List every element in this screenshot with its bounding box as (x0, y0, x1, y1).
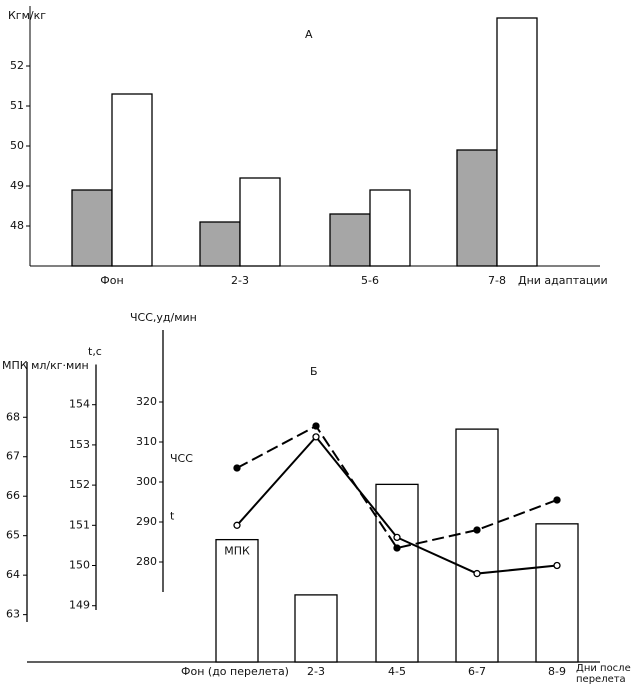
bar (199, 221, 241, 267)
y2-tick-label: 150 (69, 559, 90, 572)
y2-axis-title: t,c (88, 345, 102, 358)
y-tick-label: 65 (6, 529, 20, 542)
y2-tick-label: 153 (69, 438, 90, 451)
panel-label: Б (310, 365, 318, 378)
y-tick-label: 68 (6, 410, 20, 423)
y-tick-label: 52 (10, 59, 24, 72)
y2-tick-label: 151 (69, 518, 90, 531)
bar (496, 17, 538, 267)
series-label: t (170, 509, 175, 522)
marker (393, 533, 401, 542)
x-axis-title: Дни после перелета (576, 663, 631, 685)
y-axis-title: МПК мл/кг·мин (2, 359, 89, 372)
marker (553, 496, 561, 504)
x-tick-label: 4-5 (388, 665, 406, 678)
y-tick-label: 49 (10, 179, 24, 192)
y-tick-label: 67 (6, 450, 20, 463)
x-tick-label: 6-7 (468, 665, 486, 678)
x-tick-label: 8-9 (548, 665, 566, 678)
x-tick-label: Фон (до перелета) (181, 665, 289, 678)
bar (239, 177, 281, 267)
y2-tick-label: 154 (69, 398, 90, 411)
marker (233, 521, 241, 529)
marker (312, 422, 320, 430)
x-tick-label: 2-3 (231, 274, 249, 287)
bar (215, 538, 259, 663)
series-label: ЧСС (170, 452, 193, 465)
x-tick-label: 5-6 (361, 274, 379, 287)
y-tick-label: 66 (6, 489, 20, 502)
y-tick-label: 50 (10, 139, 24, 152)
line (236, 424, 558, 550)
marker (312, 433, 320, 441)
y2-tick-label: 149 (69, 599, 90, 612)
y3-tick-label: 300 (136, 475, 157, 488)
x-tick-label: Фон (100, 274, 123, 287)
bar (71, 189, 113, 267)
bar (456, 149, 498, 267)
bar (455, 428, 499, 663)
bar (369, 189, 411, 267)
marker (393, 544, 401, 552)
series-label: МПК (224, 545, 250, 558)
marker (473, 569, 481, 578)
y3-tick-label: 280 (136, 555, 157, 568)
x-tick-label: 2-3 (307, 665, 325, 678)
bar (375, 483, 419, 663)
bar (329, 213, 371, 267)
bar (294, 594, 338, 663)
marker (473, 526, 481, 534)
y2-tick-label: 152 (69, 478, 90, 491)
y-tick-label: 64 (6, 568, 20, 581)
y-tick-label: 63 (6, 608, 20, 621)
panel-label: А (305, 28, 313, 41)
y3-tick-label: 320 (136, 395, 157, 408)
y-axis-title: Кгм/кг (8, 9, 46, 22)
x-tick-label: 7-8 (488, 274, 506, 287)
bar (535, 523, 579, 663)
y3-tick-label: 310 (136, 435, 157, 448)
x-axis-title: Дни адаптации (518, 274, 608, 287)
bar (111, 93, 153, 267)
y-tick-label: 51 (10, 99, 24, 112)
y3-tick-label: 290 (136, 515, 157, 528)
y3-axis-title: ЧСС,уд/мин (130, 311, 197, 324)
marker (233, 464, 241, 472)
marker (553, 561, 561, 570)
y-tick-label: 48 (10, 219, 24, 232)
